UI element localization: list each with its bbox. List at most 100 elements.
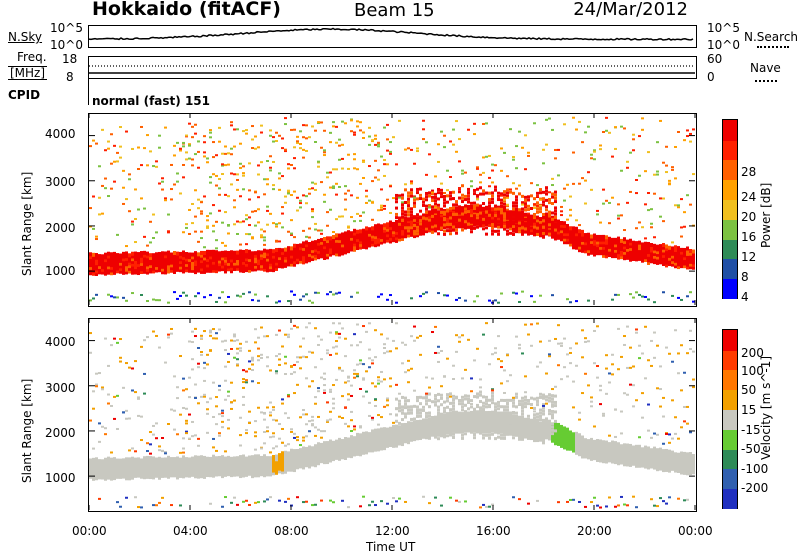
echo-cell xyxy=(119,461,122,466)
echo-cell xyxy=(293,451,296,456)
echo-cell xyxy=(359,229,362,234)
echo-cell xyxy=(197,362,200,365)
echo-cell xyxy=(632,246,635,251)
echo-cell xyxy=(467,401,470,405)
echo-cell xyxy=(164,451,167,454)
echo-cell xyxy=(95,457,98,462)
echo-cell xyxy=(242,292,245,295)
echo-cell xyxy=(611,243,614,248)
echo-cell xyxy=(527,231,530,236)
echo-cell xyxy=(566,183,569,186)
echo-cell xyxy=(350,430,353,433)
echo-cell xyxy=(155,260,158,265)
echo-cell xyxy=(140,197,143,200)
echo-cell xyxy=(428,405,431,409)
echo-cell xyxy=(122,259,125,264)
echo-cell xyxy=(359,219,362,222)
echo-cell xyxy=(446,213,449,218)
echo-cell xyxy=(212,437,215,440)
echo-cell xyxy=(623,127,626,130)
echo-cell xyxy=(566,229,569,234)
echo-cell xyxy=(536,201,539,205)
echo-cell xyxy=(626,247,629,252)
echo-cell xyxy=(224,472,227,477)
echo-cell xyxy=(395,438,398,443)
echo-cell xyxy=(155,263,158,268)
echo-cell xyxy=(302,136,305,139)
echo-cell xyxy=(542,162,545,165)
echo-cell xyxy=(653,254,656,259)
echo-cell xyxy=(452,228,455,232)
echo-cell xyxy=(218,455,221,460)
echo-cell xyxy=(122,411,125,414)
echo-cell xyxy=(290,464,293,469)
echo-cell xyxy=(410,216,413,220)
echo-cell xyxy=(140,463,143,468)
echo-cell xyxy=(407,207,410,211)
echo-cell xyxy=(554,228,557,232)
echo-cell xyxy=(302,501,305,504)
echo-cell xyxy=(395,435,398,439)
echo-cell xyxy=(164,471,167,476)
echo-cell xyxy=(239,434,242,437)
echo-cell xyxy=(119,156,122,159)
echo-cell xyxy=(257,347,260,350)
echo-cell xyxy=(434,218,437,222)
echo-cell xyxy=(221,471,224,476)
echo-cell xyxy=(485,207,488,211)
echo-cell xyxy=(452,429,455,433)
echo-cell xyxy=(284,453,287,458)
echo-cell xyxy=(209,131,212,134)
echo-cell xyxy=(665,244,668,249)
echo-cell xyxy=(230,339,233,342)
echo-cell xyxy=(422,229,425,233)
echo-cell xyxy=(302,460,305,465)
echo-cell xyxy=(251,125,254,128)
echo-cell xyxy=(341,120,344,123)
echo-cell xyxy=(392,232,395,237)
echo-cell xyxy=(188,396,191,399)
echo-cell xyxy=(428,217,431,222)
echo-cell xyxy=(350,130,353,133)
echo-cell xyxy=(353,131,356,134)
echo-cell xyxy=(335,352,338,355)
echo-cell xyxy=(473,201,476,205)
echo-cell xyxy=(665,164,668,167)
echo-cell xyxy=(416,147,419,150)
echo-cell xyxy=(278,363,281,366)
power-colorbar xyxy=(722,119,738,299)
echo-cell xyxy=(104,258,107,263)
echo-cell xyxy=(524,420,527,424)
echo-cell xyxy=(182,269,185,274)
echo-cell xyxy=(614,293,617,296)
echo-cell xyxy=(98,422,101,425)
echo-cell xyxy=(239,195,242,198)
echo-cell xyxy=(251,147,254,150)
echo-cell xyxy=(389,150,392,153)
echo-cell xyxy=(320,229,323,232)
echo-cell xyxy=(194,471,197,476)
echo-cell xyxy=(215,300,218,303)
echo-cell xyxy=(188,143,191,146)
echo-cell xyxy=(140,458,143,463)
echo-cell xyxy=(383,207,386,210)
echo-cell xyxy=(158,470,161,475)
echo-cell xyxy=(224,301,227,304)
echo-cell xyxy=(509,426,512,431)
echo-cell xyxy=(167,258,170,263)
echo-cell xyxy=(518,211,521,215)
echo-cell xyxy=(374,229,377,234)
echo-cell xyxy=(506,354,509,357)
echo-cell xyxy=(266,498,269,501)
echo-cell xyxy=(146,270,149,275)
echo-cell xyxy=(197,437,200,440)
echo-cell xyxy=(677,254,680,259)
echo-cell xyxy=(410,411,413,415)
echo-cell xyxy=(479,214,482,218)
echo-cell xyxy=(245,259,248,264)
echo-cell xyxy=(176,254,179,259)
echo-cell xyxy=(377,169,380,172)
echo-cell xyxy=(179,465,182,470)
echo-cell xyxy=(446,416,449,421)
echo-cell xyxy=(521,210,524,214)
